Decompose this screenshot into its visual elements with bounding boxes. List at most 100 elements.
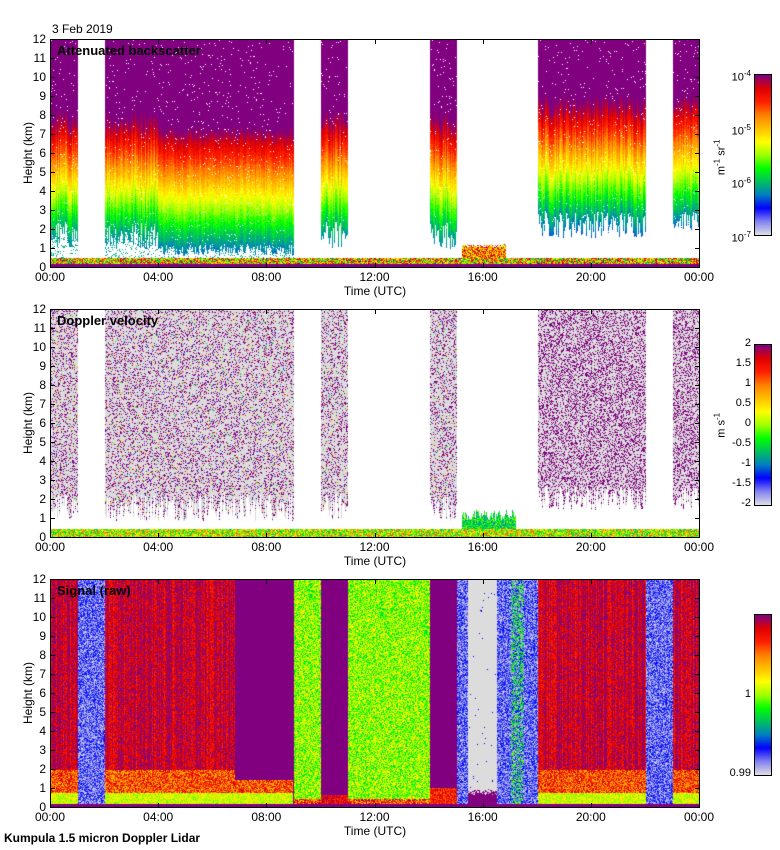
y-tick-mark bbox=[695, 385, 700, 386]
y-tick-mark bbox=[50, 153, 55, 154]
y-tick-mark bbox=[50, 366, 55, 367]
y-tick-mark bbox=[695, 210, 700, 211]
x-tick-label: 04:00 bbox=[143, 810, 174, 824]
y-tick-mark bbox=[695, 499, 700, 500]
x-tick-mark bbox=[590, 39, 592, 44]
x-tick-mark bbox=[158, 533, 160, 538]
doppler-heatmap bbox=[50, 309, 700, 538]
y-tick-label: 4 bbox=[39, 454, 46, 468]
x-tick-label: 04:00 bbox=[143, 270, 174, 284]
y-tick-label: 11 bbox=[33, 321, 46, 335]
colorbar-tick: 0.99 bbox=[729, 767, 751, 779]
y-tick-mark bbox=[695, 347, 700, 348]
y-tick-mark bbox=[695, 674, 700, 675]
colorbar-tick: 10-6 bbox=[731, 176, 751, 191]
x-axis-label: Time (UTC) bbox=[343, 824, 407, 838]
y-tick-mark bbox=[695, 788, 700, 789]
y-tick-mark bbox=[50, 712, 55, 713]
y-tick-mark bbox=[695, 731, 700, 732]
y-tick-mark bbox=[50, 210, 55, 211]
y-tick-label: 8 bbox=[39, 648, 46, 662]
x-tick-label: 12:00 bbox=[359, 540, 390, 554]
y-tick-mark bbox=[50, 328, 55, 329]
x-tick-mark bbox=[158, 39, 160, 44]
x-tick-mark bbox=[590, 263, 592, 268]
y-tick-mark bbox=[695, 518, 700, 519]
y-tick-mark bbox=[50, 674, 55, 675]
x-tick-mark bbox=[590, 579, 592, 584]
x-tick-label: 00:00 bbox=[683, 270, 715, 284]
y-axis-label: Height (km) bbox=[21, 391, 35, 454]
y-axis-label: Height (km) bbox=[21, 661, 35, 724]
y-tick-mark bbox=[695, 598, 700, 599]
y-tick-mark bbox=[50, 636, 55, 637]
colorbar-signal bbox=[754, 614, 772, 776]
colorbar-doppler bbox=[754, 344, 772, 506]
y-tick-mark bbox=[695, 750, 700, 751]
y-tick-mark bbox=[695, 423, 700, 424]
y-tick-mark bbox=[50, 385, 55, 386]
y-tick-label: 10 bbox=[32, 340, 46, 354]
y-tick-label: 5 bbox=[39, 435, 46, 449]
x-tick-label: 16:00 bbox=[467, 270, 498, 284]
x-tick-mark bbox=[374, 579, 376, 584]
y-tick-label: 1 bbox=[39, 511, 46, 525]
y-tick-label: 10 bbox=[32, 70, 46, 84]
y-tick-mark bbox=[50, 96, 55, 97]
x-tick-mark bbox=[590, 803, 592, 808]
y-tick-label: 9 bbox=[39, 629, 46, 643]
y-tick-label: 7 bbox=[39, 127, 46, 141]
x-tick-mark bbox=[266, 39, 268, 44]
x-tick-label: 00:00 bbox=[683, 810, 715, 824]
y-tick-label: 5 bbox=[39, 165, 46, 179]
x-tick-label: 12:00 bbox=[359, 810, 390, 824]
x-tick-mark bbox=[158, 803, 160, 808]
x-tick-label: 00:00 bbox=[34, 540, 66, 554]
y-tick-mark bbox=[695, 461, 700, 462]
x-tick-mark bbox=[374, 533, 376, 538]
y-tick-mark bbox=[50, 598, 55, 599]
colorbar-backscatter bbox=[754, 74, 772, 236]
x-tick-mark bbox=[158, 579, 160, 584]
y-tick-mark bbox=[695, 693, 700, 694]
y-tick-mark bbox=[50, 655, 55, 656]
y-tick-mark bbox=[695, 712, 700, 713]
instrument-label: Kumpula 1.5 micron Doppler Lidar bbox=[4, 831, 201, 845]
y-tick-mark bbox=[50, 229, 55, 230]
y-tick-label: 9 bbox=[39, 359, 46, 373]
colorbar-tick: 2 bbox=[744, 337, 751, 349]
panel-title: Signal (raw) bbox=[57, 583, 131, 598]
x-axis-label: Time (UTC) bbox=[343, 554, 407, 568]
y-tick-mark bbox=[50, 172, 55, 173]
y-tick-label: 8 bbox=[39, 108, 46, 122]
y-tick-mark bbox=[695, 655, 700, 656]
y-tick-label: 12 bbox=[32, 302, 46, 316]
x-tick-mark bbox=[158, 309, 160, 314]
colorbar-unit: m-1 sr-1 bbox=[712, 139, 728, 176]
x-tick-mark bbox=[374, 263, 376, 268]
x-tick-mark bbox=[374, 803, 376, 808]
x-tick-mark bbox=[482, 579, 484, 584]
x-tick-mark bbox=[266, 309, 268, 314]
y-tick-label: 11 bbox=[33, 51, 46, 65]
x-tick-label: 16:00 bbox=[467, 810, 498, 824]
x-tick-mark bbox=[482, 263, 484, 268]
x-tick-label: 16:00 bbox=[467, 540, 498, 554]
y-tick-mark bbox=[50, 750, 55, 751]
y-tick-label: 11 bbox=[33, 591, 46, 605]
panel-doppler-velocity: Doppler velocity bbox=[50, 309, 700, 538]
x-tick-mark bbox=[590, 309, 592, 314]
x-tick-label: 08:00 bbox=[251, 270, 282, 284]
y-tick-mark bbox=[695, 172, 700, 173]
x-axis-label: Time (UTC) bbox=[343, 284, 407, 298]
y-tick-mark bbox=[695, 404, 700, 405]
panel-backscatter: Attenuated backscatter bbox=[50, 39, 700, 268]
x-tick-mark bbox=[482, 533, 484, 538]
y-tick-mark bbox=[695, 229, 700, 230]
x-tick-label: 00:00 bbox=[683, 540, 715, 554]
y-tick-mark bbox=[695, 480, 700, 481]
colorbar-tick: -1 bbox=[741, 457, 751, 469]
y-tick-mark bbox=[50, 769, 55, 770]
y-tick-label: 0 bbox=[39, 260, 46, 274]
panel-signal-raw: Signal (raw) bbox=[50, 579, 700, 808]
